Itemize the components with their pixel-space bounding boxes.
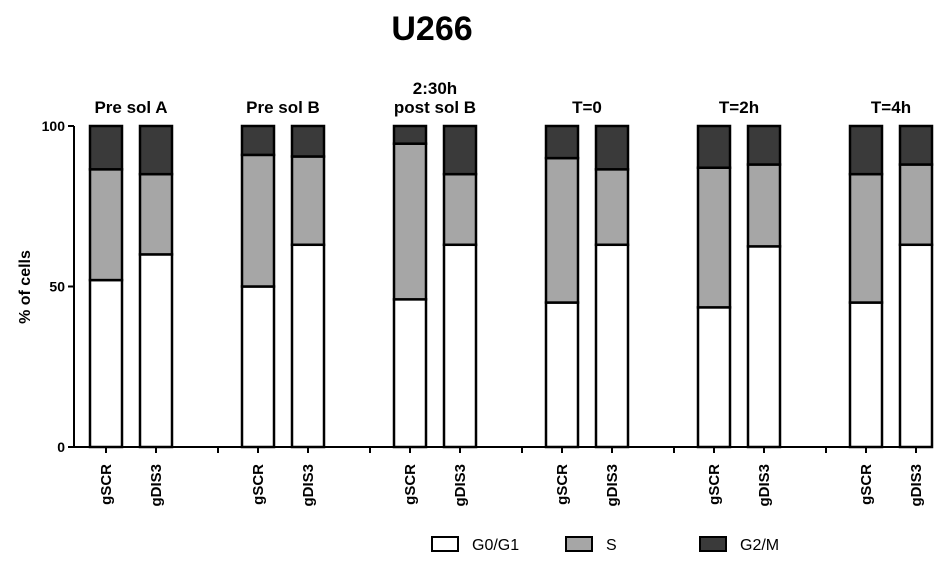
- x-category-label: gSCR: [402, 464, 419, 505]
- x-category-label: gSCR: [250, 464, 267, 505]
- bar-segment: [138, 124, 174, 176]
- bar-segment: [544, 156, 580, 304]
- bar-segment: [898, 163, 934, 247]
- bar-segment: [746, 124, 782, 166]
- bar-segment: [848, 124, 884, 176]
- bar-segment: [240, 124, 276, 157]
- y-tick-label: 50: [49, 279, 65, 295]
- group-label: Pre sol B: [246, 98, 320, 117]
- legend-swatch: [699, 536, 727, 552]
- x-category-label: gSCR: [858, 464, 875, 505]
- bar-segment: [392, 298, 428, 449]
- bar-segment: [696, 306, 732, 449]
- group-label: T=2h: [719, 98, 759, 117]
- bar-segment: [594, 124, 630, 171]
- bar-segment: [88, 278, 124, 449]
- bar-segment: [290, 243, 326, 449]
- bar-segment: [392, 142, 428, 301]
- bar-segment: [696, 124, 732, 169]
- bar-segment: [848, 301, 884, 449]
- x-category-label: gSCR: [554, 464, 571, 505]
- bar-segment: [290, 155, 326, 247]
- bar-segment: [898, 124, 934, 166]
- x-category-label: gDIS3: [452, 464, 469, 507]
- bar-segment: [240, 153, 276, 288]
- bar-segment: [696, 166, 732, 309]
- x-category-label: gDIS3: [756, 464, 773, 507]
- x-category-label: gSCR: [98, 464, 115, 505]
- bar-segment: [138, 172, 174, 256]
- bar-segment: [544, 124, 580, 160]
- bar-segment: [594, 168, 630, 247]
- x-category-label: gDIS3: [604, 464, 621, 507]
- plot-area: 0 50 100 Pre sol A gSCR gDIS3 Pre sol B gSCR gDI…: [42, 79, 934, 507]
- group-label: post sol B: [394, 98, 476, 117]
- legend-label: S: [606, 537, 617, 554]
- group-label: Pre sol A: [94, 98, 167, 117]
- bar-segment: [898, 243, 934, 449]
- y-tick-label: 0: [57, 439, 65, 455]
- bar-segment: [138, 253, 174, 449]
- legend-label: G0/G1: [472, 537, 519, 554]
- bar-segment: [290, 124, 326, 158]
- bar-segment: [240, 285, 276, 449]
- bar-segment: [442, 124, 478, 176]
- legend: G0/G1 S G2/M: [431, 536, 779, 554]
- group-label: T=4h: [871, 98, 911, 117]
- bar-segment: [442, 172, 478, 247]
- group-label: T=0: [572, 98, 602, 117]
- x-category-label: gDIS3: [148, 464, 165, 507]
- bar-segment: [544, 301, 580, 449]
- bar-segment: [392, 124, 428, 145]
- bar-segment: [746, 245, 782, 449]
- group-label: 2:30h: [413, 79, 457, 98]
- x-category-label: gDIS3: [908, 464, 925, 507]
- bar-segment: [88, 168, 124, 282]
- y-tick-label: 100: [42, 118, 66, 134]
- bar-segment: [88, 124, 124, 171]
- chart-title: U266: [391, 10, 472, 48]
- legend-swatch: [431, 536, 459, 552]
- x-category-label: gDIS3: [300, 464, 317, 507]
- y-axis-label: % of cells: [17, 250, 34, 324]
- bar-segment: [746, 163, 782, 248]
- x-category-label: gSCR: [706, 464, 723, 505]
- legend-swatch: [565, 536, 593, 552]
- bar-segment: [848, 172, 884, 304]
- legend-label: G2/M: [740, 537, 779, 554]
- bar-segment: [442, 243, 478, 449]
- bar-segment: [594, 243, 630, 449]
